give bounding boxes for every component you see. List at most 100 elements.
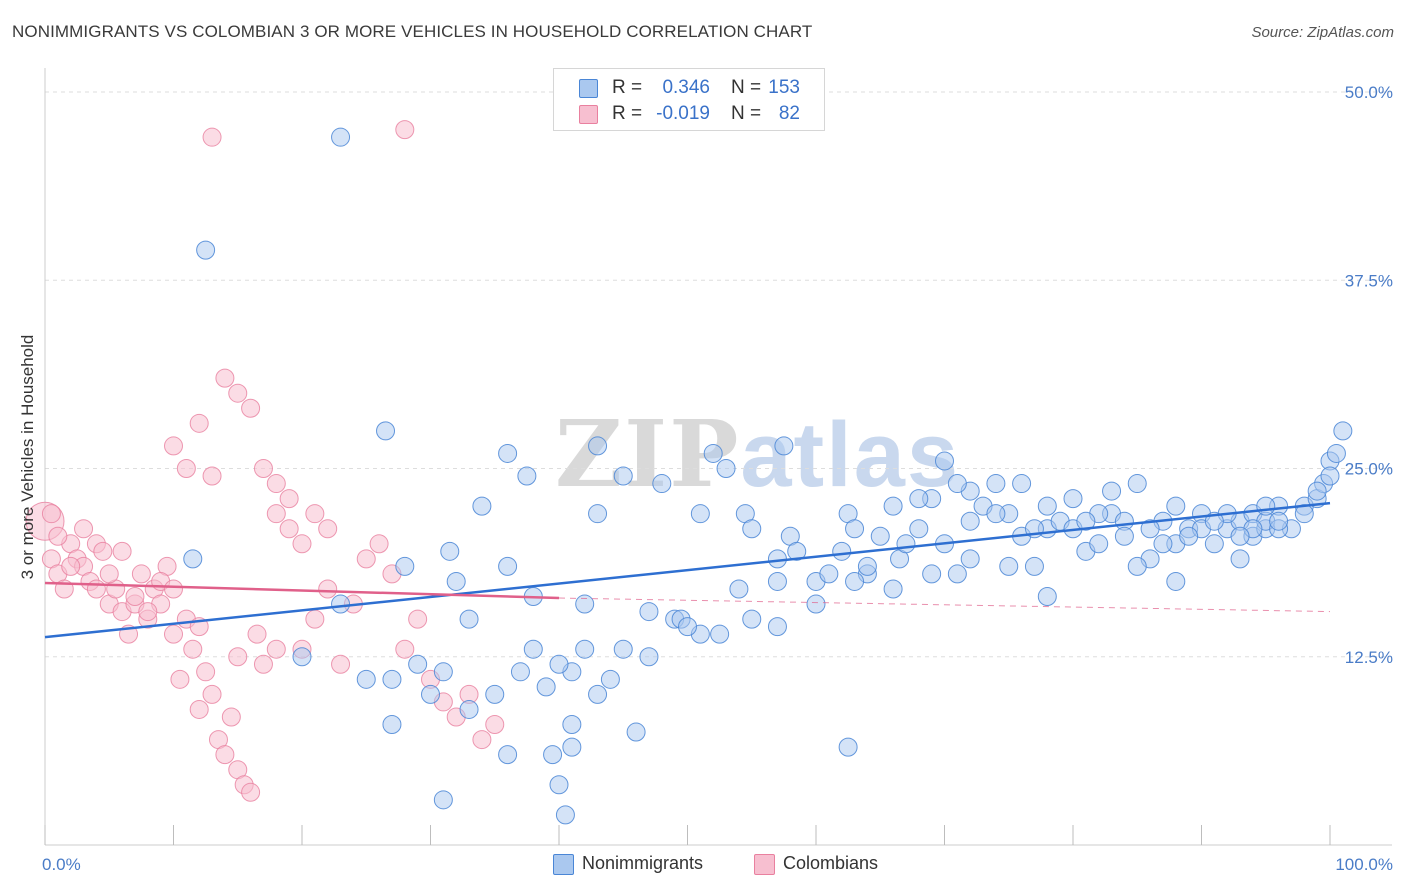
nonimmigrants-point <box>639 602 659 622</box>
nonimmigrants-point <box>549 654 569 674</box>
colombians-point <box>170 669 190 689</box>
nonimmigrants-point <box>716 459 736 478</box>
colombians-point <box>164 436 183 456</box>
nonimmigrants-point <box>562 737 582 757</box>
y-axis-label: 3 or more Vehicles in Household <box>18 334 37 580</box>
nonimmigrants-point <box>433 790 453 810</box>
nonimmigrants-point <box>1153 534 1173 554</box>
colombians-point <box>241 398 261 418</box>
nonimmigrants-point <box>376 421 396 441</box>
nonimmigrants-point <box>555 805 575 825</box>
nonimmigrants-point <box>485 684 505 704</box>
legend-n-value: 82 <box>778 103 800 124</box>
nonimmigrants-point <box>960 511 980 531</box>
nonimmigrants-trend-line <box>44 501 1331 639</box>
nonimmigrants-point <box>395 556 415 576</box>
y-tick-label: 12.5% <box>1345 648 1393 667</box>
colombians-point <box>99 564 119 584</box>
nonimmigrants-point <box>1204 534 1224 554</box>
x-tick-label: 0.0% <box>42 855 81 874</box>
colombians-point <box>331 654 351 674</box>
colombians-point <box>202 466 222 486</box>
colombians-point <box>93 541 113 561</box>
x-tick-label: 100.0% <box>1335 855 1393 874</box>
series-swatch-blue <box>553 854 574 875</box>
nonimmigrants-point <box>960 549 980 569</box>
legend-swatch-pink <box>579 105 598 124</box>
nonimmigrants-point <box>183 549 203 569</box>
nonimmigrants-point <box>922 564 942 584</box>
correlation-legend: R = 0.346 N = 153 R = -0.019 N = 82 <box>553 68 825 131</box>
nonimmigrants-point <box>742 519 762 539</box>
colombians-point <box>41 504 61 524</box>
colombians-point <box>164 579 183 599</box>
nonimmigrants-point <box>1127 474 1147 494</box>
nonimmigrants-point <box>787 541 807 561</box>
nonimmigrants-point <box>1140 519 1160 539</box>
colombians-point <box>61 556 81 576</box>
nonimmigrants-point <box>652 474 672 494</box>
colombians-points <box>25 120 505 802</box>
colombians-point <box>485 715 505 735</box>
nonimmigrants-point <box>600 669 620 689</box>
nonimmigrants-point <box>774 436 794 456</box>
nonimmigrants-point <box>703 443 723 463</box>
nonimmigrants-point <box>575 594 595 614</box>
colombians-point <box>395 639 415 659</box>
nonimmigrants-point <box>767 617 787 637</box>
nonimmigrants-point <box>459 609 479 629</box>
legend-row-nonimmigrants: R = 0.346 N = 153 <box>554 75 824 101</box>
nonimmigrants-point <box>613 639 633 659</box>
colombians-point <box>202 127 222 147</box>
colombians-point <box>125 587 145 607</box>
legend-n-label: N = <box>731 77 762 98</box>
nonimmigrants-point <box>838 737 858 757</box>
nonimmigrants-point <box>1166 496 1186 516</box>
nonimmigrants-point <box>536 677 556 697</box>
legend-r-label: R = <box>612 77 643 98</box>
nonimmigrants-point <box>896 534 916 554</box>
colombians-trend-extension <box>558 597 1331 613</box>
nonimmigrants-point <box>543 745 563 765</box>
nonimmigrants-point <box>857 556 877 576</box>
nonimmigrants-point <box>588 504 608 524</box>
nonimmigrants-point <box>588 684 608 704</box>
nonimmigrants-point <box>1024 556 1044 576</box>
nonimmigrants-point <box>382 715 402 735</box>
nonimmigrants-point <box>1333 421 1353 441</box>
colombians-point <box>395 120 415 140</box>
nonimmigrants-point <box>832 541 852 561</box>
nonimmigrants-point <box>935 451 954 471</box>
nonimmigrants-point <box>1012 474 1032 494</box>
legend-r-label: R = <box>612 103 643 124</box>
nonimmigrants-point <box>382 669 402 689</box>
nonimmigrants-point <box>626 722 646 742</box>
nonimmigrants-point <box>562 715 582 735</box>
colombians-point <box>176 459 196 478</box>
nonimmigrants-point <box>999 556 1019 576</box>
nonimmigrants-point <box>433 662 453 682</box>
colombians-point <box>196 662 216 682</box>
colombians-point <box>318 579 338 599</box>
nonimmigrants-point <box>1320 466 1340 486</box>
nonimmigrants-point <box>845 519 865 539</box>
nonimmigrants-point <box>678 617 697 637</box>
colombians-point <box>221 707 241 727</box>
colombians-point <box>305 609 325 629</box>
legend-row-colombians: R = -0.019 N = 82 <box>554 101 824 127</box>
colombians-point <box>138 602 158 622</box>
colombians-point <box>318 519 338 539</box>
colombians-point <box>253 459 273 478</box>
nonimmigrants-point <box>1114 526 1134 546</box>
colombians-point <box>266 639 286 659</box>
nonimmigrants-point <box>883 579 903 599</box>
nonimmigrants-point <box>1179 526 1199 546</box>
y-tick-label: 50.0% <box>1345 83 1393 102</box>
colombians-point <box>86 579 106 599</box>
nonimmigrants-point <box>845 571 865 591</box>
colombians-point <box>305 504 325 524</box>
grid-layer <box>45 91 1392 658</box>
axis-layer <box>44 68 1392 846</box>
nonimmigrants-point <box>517 466 537 486</box>
